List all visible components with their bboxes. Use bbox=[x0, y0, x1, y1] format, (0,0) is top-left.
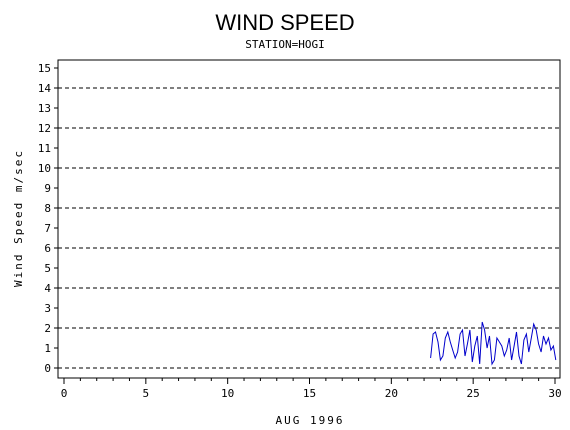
x-tick-label: 5 bbox=[143, 387, 150, 400]
chart-subtitle: STATION=HOGI bbox=[245, 38, 324, 51]
x-tick-label: 0 bbox=[61, 387, 68, 400]
y-tick-label: 5 bbox=[44, 262, 51, 275]
x-axis-label: AUG 1996 bbox=[276, 414, 345, 427]
y-tick-label: 6 bbox=[44, 242, 51, 255]
y-axis-label: Wind Speed m/sec bbox=[12, 149, 25, 287]
y-tick-label: 7 bbox=[44, 222, 51, 235]
y-tick-label: 0 bbox=[44, 362, 51, 375]
y-tick-label: 8 bbox=[44, 202, 51, 215]
chart-title: WIND SPEED bbox=[215, 10, 354, 35]
x-tick-label: 10 bbox=[221, 387, 234, 400]
y-tick-label: 3 bbox=[44, 302, 51, 315]
y-tick-label: 11 bbox=[38, 142, 51, 155]
x-tick-label: 15 bbox=[303, 387, 316, 400]
series-line bbox=[430, 321, 557, 366]
y-tick-label: 9 bbox=[44, 182, 51, 195]
x-tick-label: 20 bbox=[385, 387, 398, 400]
y-tick-label: 1 bbox=[44, 342, 51, 355]
y-tick-label: 2 bbox=[44, 322, 51, 335]
y-tick-label: 10 bbox=[38, 162, 51, 175]
x-tick-label: 25 bbox=[467, 387, 480, 400]
x-tick-label: 30 bbox=[548, 387, 561, 400]
y-tick-label: 14 bbox=[38, 82, 52, 95]
y-tick-label: 13 bbox=[38, 102, 51, 115]
y-tick-label: 12 bbox=[38, 122, 51, 135]
y-tick-label: 15 bbox=[38, 62, 51, 75]
y-tick-label: 4 bbox=[44, 282, 51, 295]
